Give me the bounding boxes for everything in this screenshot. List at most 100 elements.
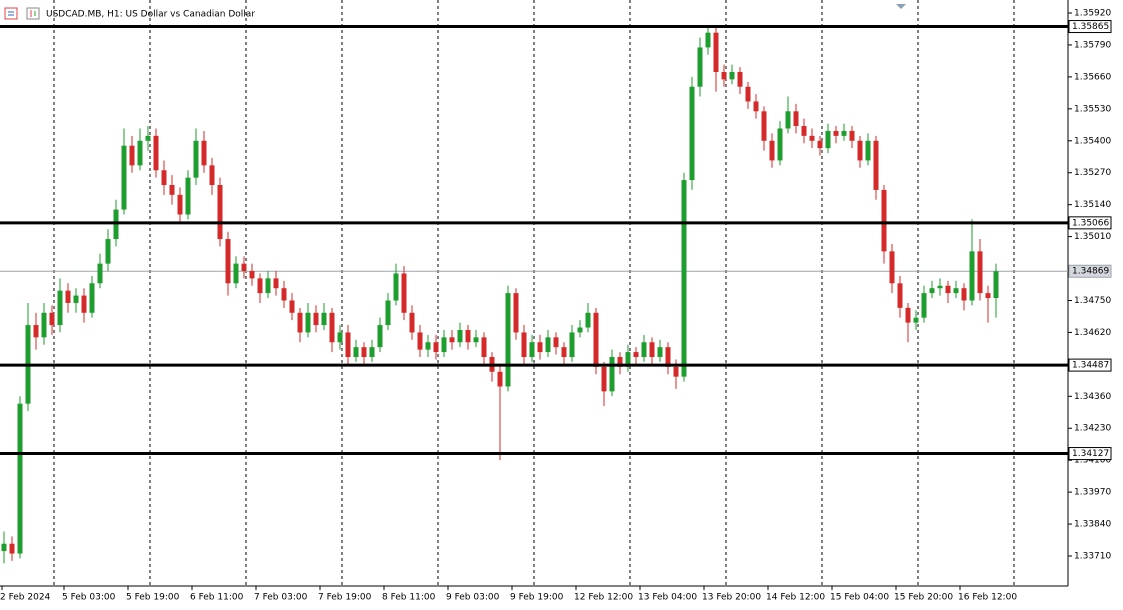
candle-body: [313, 312, 319, 326]
candle-body: [273, 278, 279, 289]
y-tick-label: 1.33970: [1074, 488, 1111, 498]
x-tick-label: 5 Feb 03:00: [62, 593, 116, 603]
candle-body: [353, 347, 359, 357]
candle-body: [697, 47, 703, 87]
candle-body: [257, 278, 263, 294]
level-label-box: [1068, 216, 1112, 230]
candle-body: [289, 300, 295, 313]
candle-body: [657, 347, 663, 357]
y-tick-label: 1.35530: [1074, 104, 1111, 114]
x-tick-label: 9 Feb 03:00: [446, 593, 500, 603]
candle-body: [537, 342, 543, 353]
y-tick-label: 1.35140: [1074, 200, 1111, 210]
candle-body: [41, 312, 47, 338]
y-tick-label: 1.33840: [1074, 520, 1111, 530]
y-tick-label: 1.33710: [1074, 552, 1111, 562]
title-icons: [4, 7, 40, 20]
candle-body: [57, 290, 63, 326]
candle-body: [17, 403, 23, 554]
candle-body: [233, 263, 239, 284]
candle-body: [481, 337, 487, 357]
candle-body: [553, 337, 559, 348]
x-tick-label: 13 Feb 20:00: [702, 593, 761, 603]
x-tick-label: 8 Feb 11:00: [382, 593, 436, 603]
candle-body: [761, 111, 767, 141]
candle-body: [425, 342, 431, 350]
candle-body: [241, 263, 247, 272]
menu-icon: [4, 7, 18, 20]
candle-body: [465, 329, 471, 343]
candle-body: [513, 293, 519, 333]
candle-body: [137, 140, 143, 166]
candle-body: [89, 283, 95, 313]
candle-body: [177, 194, 183, 215]
shift-marker: [896, 4, 906, 9]
candle-body: [905, 307, 911, 323]
candle-body: [369, 347, 375, 357]
candle-body: [225, 239, 231, 284]
x-tick-label: 2 Feb 2024: [0, 593, 51, 603]
y-tick-label: 1.35400: [1074, 136, 1111, 146]
candle-body: [977, 251, 983, 294]
candle-body: [889, 251, 895, 284]
candle-body: [337, 332, 343, 343]
candle-body: [361, 347, 367, 357]
candle-body: [737, 71, 743, 87]
level-label-box: [1068, 20, 1112, 34]
candle-body: [161, 170, 167, 186]
candle-body: [777, 128, 783, 161]
y-tick-label: 1.34230: [1074, 424, 1111, 434]
candle-body: [841, 130, 847, 136]
y-tick-label: 1.34620: [1074, 328, 1111, 338]
candle-body: [721, 71, 727, 80]
level-label: 1.35066: [1072, 218, 1109, 228]
last-price-label: 1.34869: [1072, 267, 1109, 277]
candle-body: [185, 177, 191, 215]
candle-body: [785, 111, 791, 129]
candle-body: [825, 130, 831, 149]
y-tick-label: 1.34360: [1074, 392, 1111, 402]
candle-body: [169, 185, 175, 195]
candle-body: [321, 312, 327, 326]
candle-body: [689, 86, 695, 181]
candle-body: [921, 293, 927, 318]
candle-body: [609, 356, 615, 392]
candle-body: [505, 293, 511, 387]
candle-body: [457, 329, 463, 343]
candle-body: [305, 312, 311, 333]
candle-body: [33, 325, 39, 338]
candle-body: [217, 185, 223, 240]
candle-body: [769, 140, 775, 161]
candle-body: [201, 140, 207, 166]
candle-body: [81, 295, 87, 313]
candle-body: [409, 312, 415, 333]
candle-body: [793, 111, 799, 127]
candle-body: [833, 130, 839, 136]
candle-body: [385, 300, 391, 326]
candle-body: [449, 337, 455, 343]
x-tick-label: 6 Feb 11:00: [190, 593, 244, 603]
candle-body: [417, 332, 423, 350]
chart-icon: [26, 7, 40, 20]
candle-body: [105, 239, 111, 264]
y-tick-label: 1.35010: [1074, 232, 1111, 242]
candle-body: [1, 543, 7, 552]
candle-body: [265, 278, 271, 294]
candle-body: [745, 86, 751, 102]
candle-body: [521, 332, 527, 357]
candle-body: [929, 288, 935, 294]
candle-body: [857, 140, 863, 161]
candle-body: [209, 165, 215, 186]
candle-body: [193, 140, 199, 178]
candle-body: [601, 366, 607, 392]
candle-body: [585, 312, 591, 328]
candle-body: [49, 312, 55, 326]
candle-body: [529, 342, 535, 357]
candle-body: [961, 288, 967, 301]
candle-body: [73, 295, 79, 303]
candle-body: [953, 288, 959, 294]
candle-body: [433, 342, 439, 353]
chart-title: USDCAD.MB, H1: US Dollar vs Canadian Dol…: [46, 10, 255, 20]
